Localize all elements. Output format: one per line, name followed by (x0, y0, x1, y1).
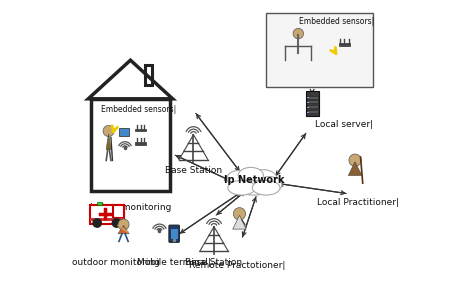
Text: Ip Network: Ip Network (224, 175, 284, 185)
Bar (91, 218, 124, 221)
Text: Remote Practotioner|: Remote Practotioner| (189, 261, 285, 270)
Ellipse shape (252, 180, 280, 195)
Circle shape (103, 125, 114, 136)
Polygon shape (118, 225, 129, 234)
Ellipse shape (236, 180, 272, 195)
Bar (119, 128, 129, 136)
Text: Embedded sensors|: Embedded sensors| (299, 17, 374, 26)
Ellipse shape (227, 170, 250, 187)
Bar (307, 100, 318, 103)
Text: Base Station: Base Station (165, 166, 222, 175)
Bar (91, 205, 124, 224)
Polygon shape (348, 162, 362, 176)
Circle shape (349, 154, 361, 166)
Bar (171, 229, 178, 239)
Circle shape (293, 28, 303, 39)
Text: Local Practitioner|: Local Practitioner| (317, 198, 399, 208)
Bar (145, 65, 152, 85)
Bar (97, 202, 102, 205)
Bar (307, 95, 318, 99)
Text: outdoor monitoring: outdoor monitoring (72, 258, 160, 267)
Text: Local server|: Local server| (315, 120, 374, 129)
Circle shape (118, 219, 129, 230)
FancyBboxPatch shape (91, 99, 170, 191)
Ellipse shape (232, 172, 264, 191)
Bar (136, 142, 146, 145)
Bar (338, 43, 350, 46)
Text: Mobile terminal|: Mobile terminal| (137, 258, 211, 267)
Polygon shape (106, 134, 111, 149)
Bar (307, 110, 318, 113)
Bar (266, 13, 374, 87)
FancyBboxPatch shape (169, 225, 179, 242)
Ellipse shape (228, 180, 255, 195)
Bar (113, 205, 124, 218)
Circle shape (111, 218, 121, 228)
Bar (307, 105, 318, 108)
Polygon shape (233, 215, 246, 229)
Bar (306, 91, 319, 116)
Text: Embedded sensors|: Embedded sensors| (100, 105, 176, 114)
Ellipse shape (256, 176, 282, 193)
Text: Base Station: Base Station (185, 257, 243, 267)
Circle shape (233, 208, 246, 220)
Circle shape (92, 218, 102, 228)
Text: Indoor monitoring: Indoor monitoring (90, 203, 171, 212)
Bar (136, 128, 146, 131)
Ellipse shape (249, 170, 277, 187)
Ellipse shape (238, 167, 264, 184)
